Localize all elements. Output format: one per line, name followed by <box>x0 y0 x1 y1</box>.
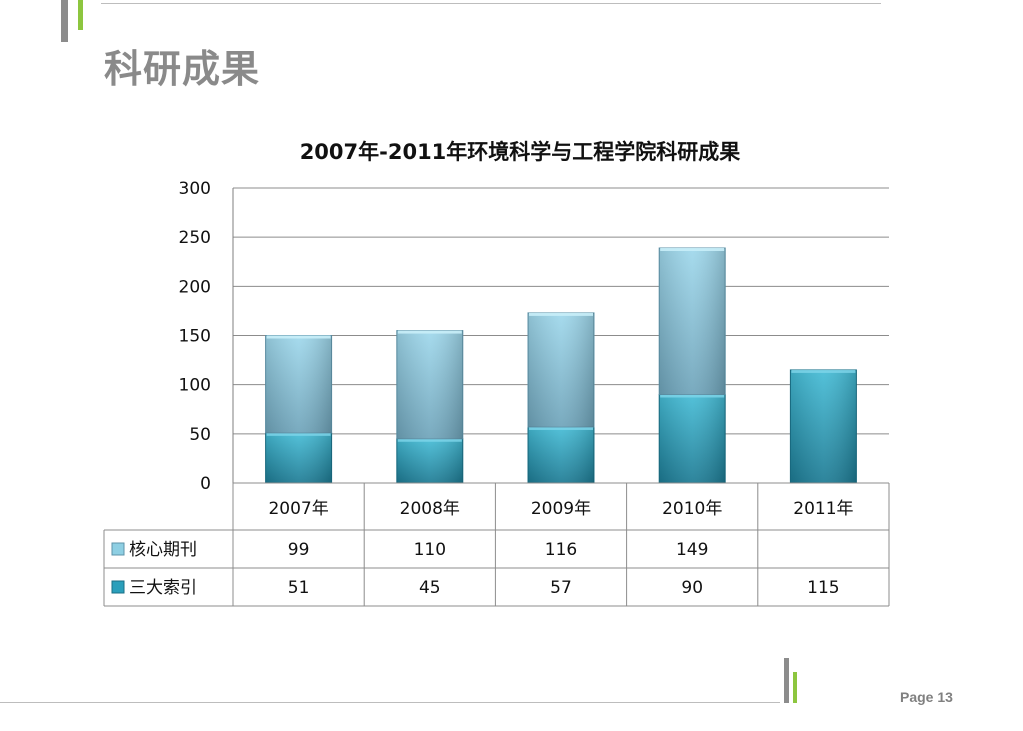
bar-highlight-core-3 <box>529 312 593 316</box>
x-category-label: 2011年 <box>793 499 853 519</box>
bar-shade-core-4 <box>659 247 726 395</box>
header-rule <box>101 3 881 4</box>
legend-swatch-core <box>111 542 125 556</box>
slide-title: 科研成果 <box>104 47 261 91</box>
title-accent-green-bar <box>78 0 83 30</box>
y-tick-label: 250 <box>179 228 211 248</box>
bar-highlight-index-1 <box>266 432 331 436</box>
x-category-label: 2010年 <box>662 499 722 519</box>
bar-highlight-core-1 <box>266 335 331 339</box>
bar-highlight-index-2 <box>397 438 462 442</box>
x-category-label: 2009年 <box>531 499 591 519</box>
bar-shade-core-3 <box>528 312 594 427</box>
page-number: Page 13 <box>900 689 953 705</box>
data-label-core: 116 <box>545 540 577 560</box>
y-tick-label: 50 <box>189 425 211 445</box>
bar-highlight-core-2 <box>397 330 462 334</box>
data-label-index: 115 <box>807 578 839 598</box>
y-tick-label: 300 <box>179 179 211 199</box>
y-tick-label: 0 <box>200 474 211 494</box>
footer-rule <box>0 702 780 703</box>
bar-highlight-index-3 <box>529 426 593 430</box>
data-label-index: 45 <box>419 578 441 598</box>
y-tick-label: 100 <box>179 376 211 396</box>
title-accent-gray-bar <box>61 0 68 42</box>
y-tick-label: 200 <box>179 277 211 297</box>
bar-highlight-core-4 <box>660 247 725 251</box>
bar-shade-index-2 <box>396 438 463 483</box>
data-label-core: 99 <box>288 540 310 560</box>
x-category-label: 2007年 <box>268 499 328 519</box>
bar-highlight-index-5 <box>791 369 856 373</box>
legend-swatch-index <box>111 580 125 594</box>
data-label-index: 51 <box>288 578 310 598</box>
bar-shade-core-2 <box>396 330 463 439</box>
legend-label-index: 三大索引 <box>129 578 197 598</box>
x-category-label: 2008年 <box>400 499 460 519</box>
data-label-index: 90 <box>681 578 703 598</box>
y-tick-label: 150 <box>179 327 211 347</box>
bar-highlight-index-4 <box>660 394 725 398</box>
footer-accent-green-bar <box>793 672 797 703</box>
legend-label-core: 核心期刊 <box>129 540 197 560</box>
bar-shade-index-5 <box>790 369 857 483</box>
data-label-index: 57 <box>550 578 572 598</box>
chart-title: 2007年-2011年环境科学与工程学院科研成果 <box>299 140 741 164</box>
bar-shade-core-1 <box>265 335 332 433</box>
data-label-core: 110 <box>414 540 446 560</box>
bar-shade-index-3 <box>528 426 594 483</box>
bar-shade-index-1 <box>265 432 332 483</box>
data-label-core: 149 <box>676 540 708 560</box>
bar-shade-index-4 <box>659 394 726 483</box>
footer-accent-gray-bar <box>784 658 789 703</box>
